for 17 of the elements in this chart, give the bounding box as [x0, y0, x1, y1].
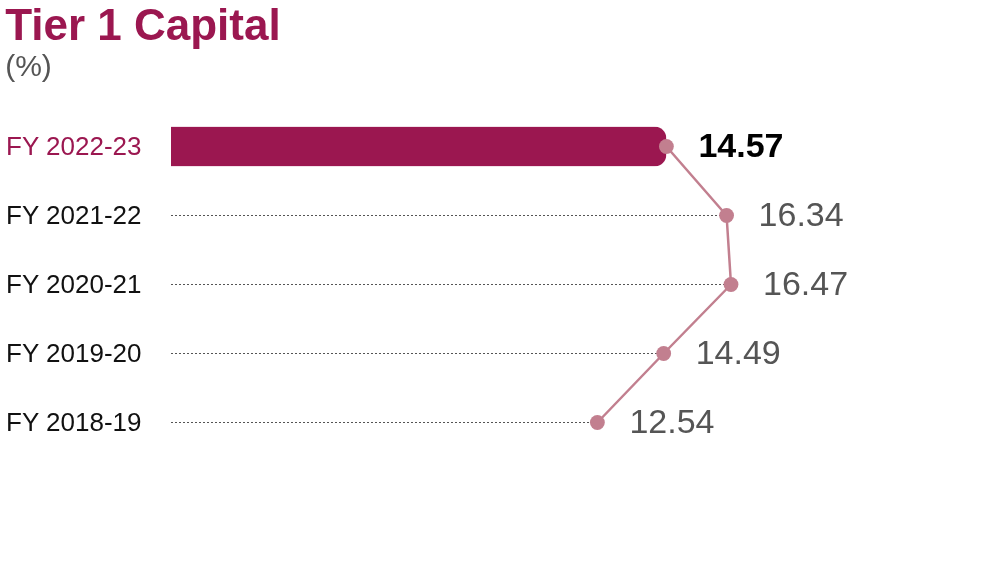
point — [589, 415, 605, 430]
data-label: 16.47 — [763, 263, 849, 302]
y-tick-label: FY 2019-20 — [6, 337, 142, 368]
data-label: 12.54 — [629, 401, 715, 440]
y-tick-label: FY 2022-23 — [6, 130, 142, 161]
point — [656, 346, 672, 361]
data-label: 14.49 — [695, 332, 781, 371]
point — [723, 277, 739, 292]
point — [719, 208, 734, 223]
y-tick-label: FY 2020-21 — [6, 268, 142, 299]
point — [658, 139, 674, 154]
data-label: 14.57 — [698, 125, 784, 164]
y-tick-label: FY 2018-19 — [6, 406, 142, 437]
chart-title: Tier 1 Capital — [5, 0, 281, 49]
y-tick-label: FY 2021-22 — [6, 199, 142, 230]
chart-subtitle: (%) — [5, 49, 52, 82]
data-label: 16.34 — [758, 194, 844, 233]
